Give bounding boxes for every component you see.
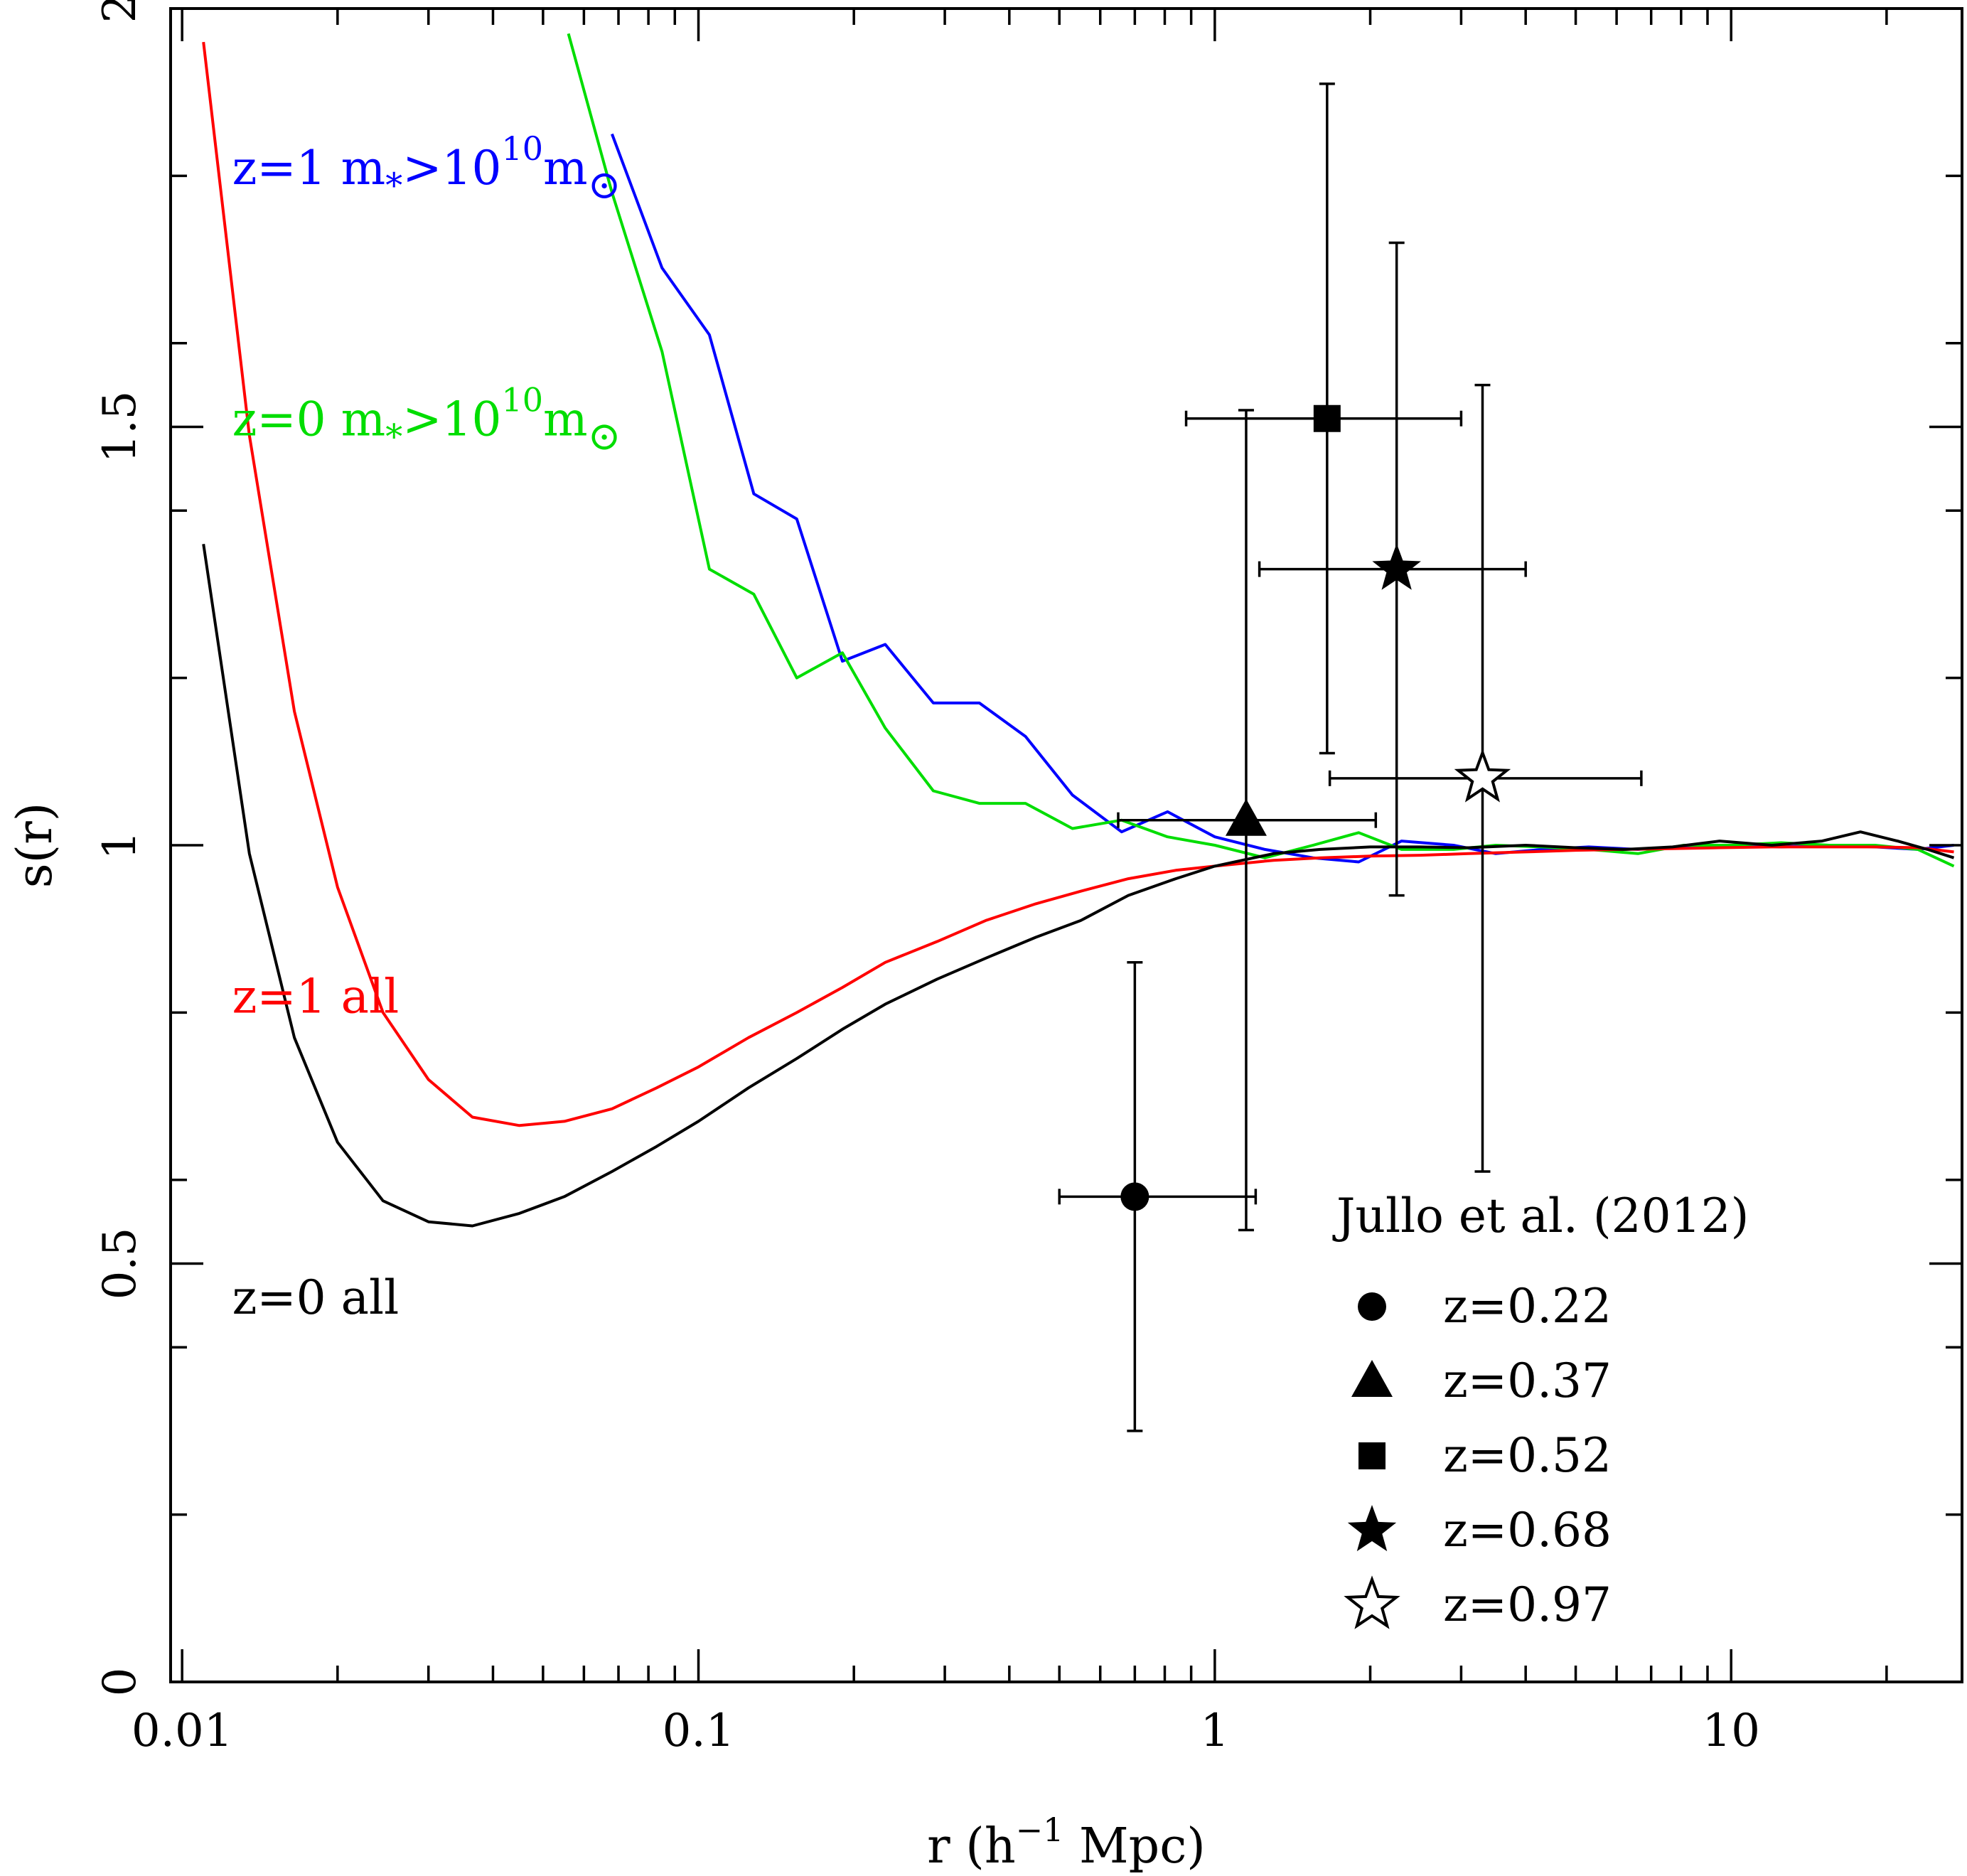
legend-label: z=0.68 — [1443, 1503, 1612, 1558]
plot-frame — [169, 7, 1963, 1683]
series-line-z0-all — [202, 544, 1955, 1228]
legend-marker-star-filled — [1347, 1505, 1397, 1552]
legend-label: z=0.22 — [1443, 1279, 1612, 1334]
observation-point — [1184, 82, 1463, 755]
legend-item: z=0.37 — [1351, 1354, 1612, 1408]
observation-point — [1058, 961, 1258, 1432]
legend-item: z=0.52 — [1358, 1428, 1612, 1483]
legend: Jullo et al. (2012) z=0.22 z=0.37 z=0.52 z=0… — [1332, 1189, 1749, 1632]
legend-item: z=0.97 — [1344, 1575, 1612, 1632]
legend-label: z=0.37 — [1443, 1354, 1612, 1408]
y-tick-labels: 0 0.5 1 1.5 2 — [94, 0, 146, 1696]
data-marker-triangle — [1225, 798, 1267, 836]
x-tick-label: 0.01 — [132, 1705, 233, 1757]
x-axis-title: r (h−1 Mpc) — [927, 1811, 1206, 1875]
x-tick-label: 0.1 — [663, 1705, 735, 1757]
data-marker-star-open — [1454, 749, 1511, 803]
legend-marker-star-open — [1344, 1575, 1400, 1629]
y-tick-label: 1.5 — [94, 391, 146, 463]
legend-marker-square — [1358, 1442, 1386, 1469]
series-line-z1-massive — [611, 133, 1954, 864]
y-tick-label: 1 — [94, 831, 146, 860]
series-layer — [202, 33, 1955, 1228]
y-tick-label: 2 — [94, 0, 146, 23]
x-tick-labels: 0.01 0.1 1 10 — [132, 1705, 1760, 1757]
data-marker-star-filled — [1372, 543, 1421, 590]
legend-item: z=0.22 — [1358, 1279, 1612, 1334]
data-marker-circle — [1120, 1182, 1149, 1211]
data-marker-square — [1313, 404, 1341, 432]
curve-label-z1-massive: z=1 m*>1010m⊙ — [232, 129, 621, 208]
series-line-z0-massive — [567, 33, 1955, 868]
x-tick-label: 1 — [1201, 1705, 1230, 1757]
y-tick-label: 0 — [94, 1668, 146, 1697]
legend-title: Jullo et al. (2012) — [1332, 1189, 1749, 1243]
observation-point — [1117, 409, 1378, 1232]
curve-labels: z=1 m*>1010m⊙ z=0 m*>1010m⊙ z=1 all z=0 all — [232, 129, 621, 1325]
curve-label-z1-all: z=1 all — [232, 969, 400, 1024]
legend-marker-circle — [1358, 1292, 1386, 1321]
legend-label: z=0.97 — [1443, 1577, 1612, 1632]
curve-label-z0-massive: z=0 m*>1010m⊙ — [232, 380, 621, 459]
x-tick-label: 10 — [1702, 1705, 1759, 1757]
legend-marker-triangle — [1351, 1360, 1393, 1397]
legend-item: z=0.68 — [1347, 1503, 1612, 1558]
curve-label-z0-all: z=0 all — [232, 1270, 400, 1325]
y-tick-label: 0.5 — [94, 1228, 146, 1300]
observation-point — [1328, 383, 1643, 1173]
y-axis-title: s(r) — [7, 803, 63, 888]
legend-label: z=0.52 — [1443, 1428, 1612, 1483]
observation-point — [1258, 241, 1527, 897]
observation-layer — [1058, 82, 1643, 1432]
series-line-z1-all — [202, 41, 1954, 1127]
